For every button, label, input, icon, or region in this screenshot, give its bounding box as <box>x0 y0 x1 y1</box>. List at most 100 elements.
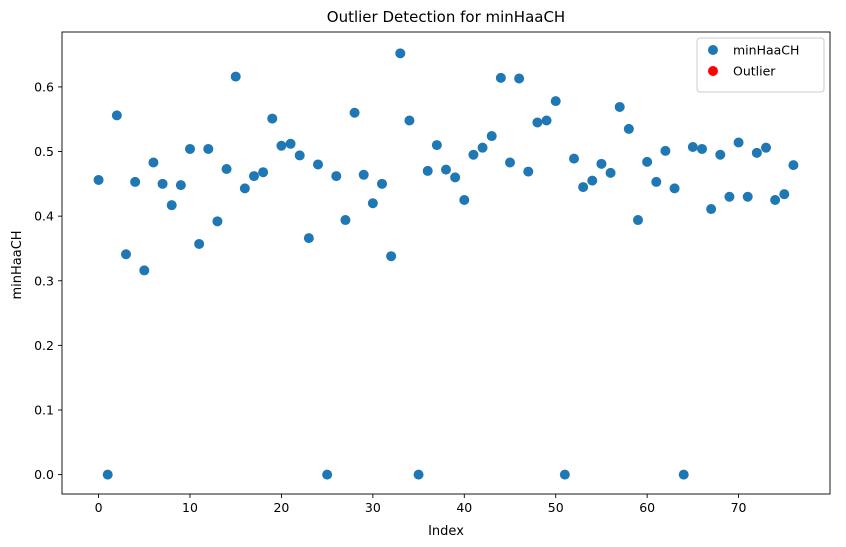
data-point <box>715 149 726 160</box>
data-point <box>212 216 223 227</box>
data-point <box>642 156 653 167</box>
data-point <box>678 469 689 480</box>
legend-marker <box>708 45 718 55</box>
data-point <box>788 160 799 171</box>
data-point <box>377 178 387 189</box>
chart-title: Outlier Detection for minHaaCH <box>327 8 565 26</box>
data-point <box>724 191 735 202</box>
data-point <box>267 113 278 124</box>
data-point <box>148 157 159 168</box>
data-point <box>779 189 790 200</box>
data-point <box>313 159 323 170</box>
data-point <box>477 142 488 153</box>
data-point <box>102 469 113 480</box>
data-point <box>230 71 241 82</box>
data-point <box>697 143 707 154</box>
data-point <box>605 167 616 178</box>
data-point <box>486 131 497 142</box>
data-point <box>194 238 205 249</box>
data-point <box>239 183 250 194</box>
data-point <box>550 96 561 107</box>
x-tick-label: 40 <box>456 500 472 515</box>
data-point <box>294 150 305 161</box>
data-point <box>441 164 451 175</box>
data-point <box>468 149 479 160</box>
y-tick-label: 0.3 <box>34 273 54 288</box>
data-point <box>322 469 333 480</box>
data-point <box>276 140 287 151</box>
data-point <box>258 167 269 178</box>
data-point <box>514 73 525 84</box>
data-point <box>733 137 744 148</box>
y-tick-label: 0.5 <box>34 144 54 159</box>
data-point <box>340 215 351 226</box>
data-point <box>532 117 543 128</box>
y-tick-label: 0.0 <box>34 467 54 482</box>
x-tick-label: 10 <box>182 500 198 515</box>
data-point <box>358 169 369 180</box>
plot-area: 0 10 20 30 40 50 60 70 0.0 0.1 0.2 0.3 0.4 0.5 0.6 <box>34 31 831 515</box>
data-point <box>404 115 415 126</box>
x-tick-label: 20 <box>273 500 289 515</box>
y-tick-label: 0.2 <box>34 338 54 353</box>
data-point <box>203 143 214 154</box>
x-axis-label: Index <box>428 524 464 539</box>
x-tick-label: 0 <box>95 500 103 515</box>
data-point <box>459 195 470 205</box>
data-point <box>93 174 104 185</box>
data-point <box>523 166 534 177</box>
data-point <box>505 157 515 168</box>
x-tick-label: 50 <box>548 500 564 515</box>
data-point <box>157 178 168 189</box>
x-tick-label: 30 <box>365 500 381 515</box>
data-point <box>770 195 781 205</box>
data-point <box>596 158 607 169</box>
data-point <box>614 101 625 112</box>
data-point <box>660 145 671 156</box>
data-point <box>431 140 442 151</box>
data-point <box>761 142 771 153</box>
data-point <box>413 469 424 480</box>
axes-frame <box>61 31 831 495</box>
data-point <box>303 233 314 244</box>
y-tick-label: 0.4 <box>34 209 54 224</box>
data-point <box>175 180 186 191</box>
legend-box <box>696 37 825 93</box>
data-point <box>185 143 195 154</box>
data-point <box>422 165 433 176</box>
data-point <box>111 110 122 121</box>
data-point <box>751 147 762 158</box>
data-point <box>386 251 397 262</box>
data-point <box>669 183 680 194</box>
data-point <box>121 249 131 260</box>
y-tick-label: 0.6 <box>34 79 54 94</box>
data-point <box>706 204 717 215</box>
data-point <box>395 48 406 59</box>
data-point <box>367 198 378 209</box>
y-tick-label: 0.1 <box>34 403 54 418</box>
data-point <box>633 215 643 226</box>
data-point <box>687 142 698 153</box>
legend-marker <box>708 66 718 76</box>
x-tick-label: 70 <box>731 500 747 515</box>
data-point <box>559 469 570 480</box>
data-point <box>495 72 506 83</box>
data-point <box>285 138 296 149</box>
data-point <box>742 191 753 202</box>
data-point <box>578 182 589 193</box>
data-point <box>541 115 552 126</box>
y-axis-label: minHaaCH <box>10 230 25 299</box>
legend: minHaaCH Outlier <box>696 37 825 93</box>
data-point <box>587 175 598 186</box>
data-point <box>130 176 141 187</box>
data-point <box>569 153 579 164</box>
data-point <box>221 163 232 174</box>
legend-label: minHaaCH <box>733 43 799 58</box>
x-tick-label: 60 <box>639 500 655 515</box>
data-point <box>623 123 634 134</box>
legend-label: Outlier <box>733 64 776 79</box>
data-point <box>349 107 360 118</box>
data-point <box>450 172 461 183</box>
data-point <box>249 171 259 182</box>
